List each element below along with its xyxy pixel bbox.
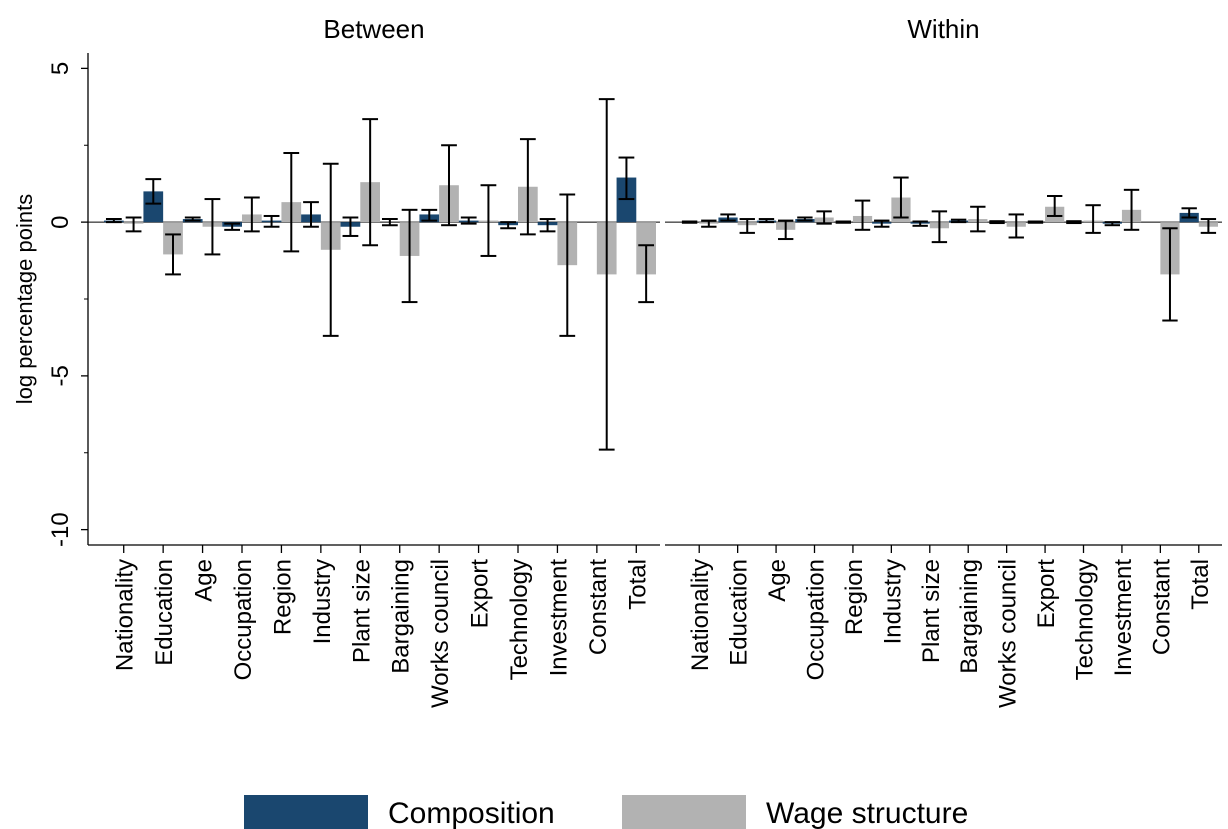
- x-tick-label: Plant size: [348, 559, 375, 663]
- bar-composition: [143, 191, 164, 223]
- x-tick-label: Works council: [427, 559, 454, 708]
- x-tick-label: Total: [624, 559, 651, 610]
- x-tick-label: Bargaining: [956, 559, 983, 674]
- legend-label-wage-structure: Wage structure: [766, 797, 968, 829]
- x-tick-label: Age: [764, 559, 791, 602]
- x-tick-label: Export: [1033, 559, 1060, 629]
- x-tick-label: Export: [467, 559, 494, 629]
- x-tick-label: Technology: [1072, 559, 1099, 680]
- y-tick-label: 0: [47, 215, 74, 228]
- x-tick-label: Education: [726, 559, 753, 666]
- x-tick-label: Education: [151, 559, 178, 666]
- panel-title: Within: [907, 14, 979, 44]
- x-tick-label: Investment: [545, 559, 572, 677]
- legend-label-composition: Composition: [388, 797, 555, 829]
- y-axis-label: log percentage points: [12, 194, 37, 404]
- x-tick-label: Region: [841, 559, 868, 635]
- x-tick-label: Works council: [995, 559, 1022, 708]
- y-tick-label: -5: [47, 365, 74, 386]
- x-tick-label: Nationality: [687, 559, 714, 671]
- x-tick-label: Total: [1187, 559, 1214, 610]
- x-tick-label: Age: [191, 559, 218, 602]
- x-tick-label: Occupation: [803, 559, 830, 680]
- x-tick-label: Region: [269, 559, 296, 635]
- y-tick-label: 5: [47, 62, 74, 75]
- y-tick-label: -10: [47, 512, 74, 547]
- x-tick-label: Industry: [879, 559, 906, 644]
- x-tick-label: Bargaining: [388, 559, 415, 674]
- x-tick-label: Constant: [585, 559, 612, 655]
- legend-swatch-wage-structure: [622, 795, 746, 829]
- legend-swatch-composition: [244, 795, 368, 829]
- x-tick-label: Industry: [309, 559, 336, 644]
- x-tick-label: Technology: [506, 559, 533, 680]
- x-tick-label: Investment: [1110, 559, 1137, 677]
- panel-title: Between: [323, 14, 424, 44]
- x-tick-label: Constant: [1148, 559, 1175, 655]
- x-tick-label: Nationality: [112, 559, 139, 671]
- x-tick-label: Plant size: [918, 559, 945, 663]
- x-tick-label: Occupation: [230, 559, 257, 680]
